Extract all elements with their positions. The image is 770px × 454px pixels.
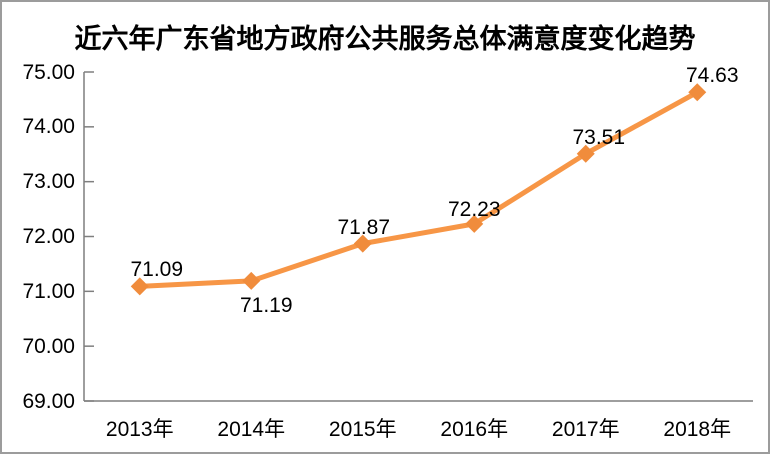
y-axis-ticks [84, 71, 94, 402]
data-point-markers [130, 83, 707, 296]
chart-title: 近六年广东省地方政府公共服务总体满意度变化趋势 [74, 24, 696, 55]
data-point-label: 72.23 [447, 197, 501, 221]
y-tick-label: 70.00 [22, 334, 75, 358]
x-category-label: 2016年 [440, 418, 509, 441]
data-point-label: 71.19 [239, 293, 293, 317]
y-tick-label: 72.00 [22, 225, 75, 248]
trend-line [137, 89, 700, 289]
data-point-label: 73.51 [572, 125, 626, 149]
data-point-label: 74.63 [685, 64, 739, 88]
x-category-label: 2014年 [217, 418, 286, 441]
y-tick-label: 71.00 [22, 279, 75, 303]
data-point-label: 71.09 [130, 258, 184, 282]
x-category-label: 2017年 [551, 418, 620, 441]
y-tick-label: 75.00 [22, 60, 75, 84]
x-category-label: 2013年 [105, 418, 174, 441]
y-tick-label: 73.00 [22, 170, 75, 194]
x-category-label: 2018年 [663, 418, 732, 441]
x-category-label: 2015年 [328, 418, 397, 441]
data-point-label: 71.87 [337, 215, 391, 239]
y-tick-label: 74.00 [22, 115, 75, 139]
y-tick-label: 69.00 [22, 389, 75, 413]
